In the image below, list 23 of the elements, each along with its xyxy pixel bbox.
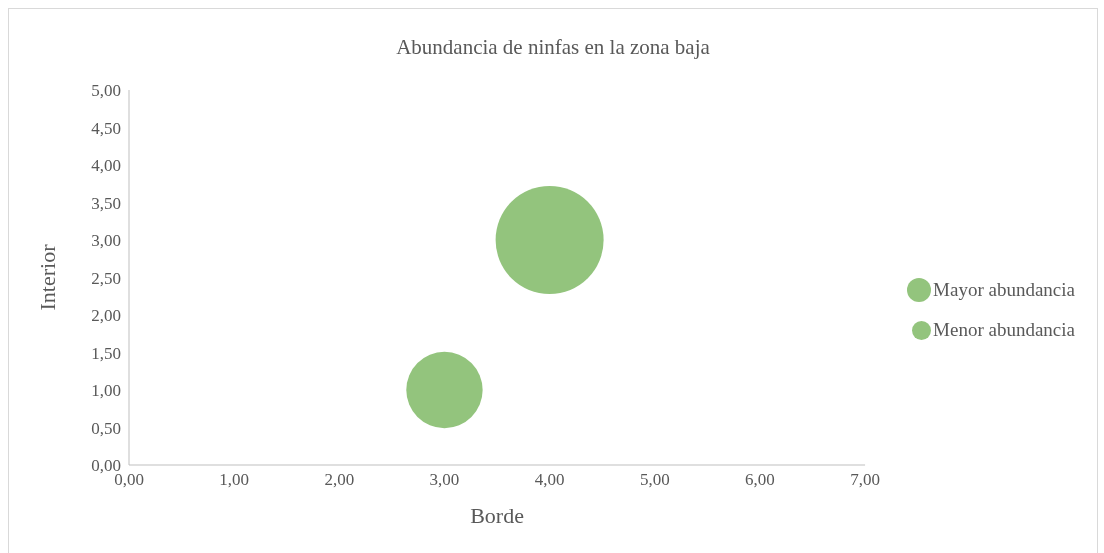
x-tick-label: 1,00 [219, 470, 250, 490]
y-tick-label: 1,50 [91, 343, 121, 363]
legend-label: Menor abundancia [933, 319, 1075, 341]
y-tick-label: 4,50 [91, 118, 121, 138]
x-tick-label: 5,00 [639, 470, 670, 490]
y-tick-label: 4,00 [91, 156, 121, 176]
x-tick-label: 7,00 [850, 470, 880, 490]
x-axis-title: Borde [470, 503, 524, 528]
legend-label: Mayor abundancia [933, 279, 1075, 301]
x-tick-label: 0,00 [114, 470, 144, 490]
y-tick-label: 3,50 [91, 193, 121, 213]
y-tick-label: 3,00 [91, 231, 121, 251]
y-tick-label: 0,50 [91, 418, 121, 438]
y-tick-label: 5,00 [91, 81, 121, 101]
y-tick-label: 2,50 [91, 268, 121, 288]
y-axis-title: Interior [34, 243, 60, 311]
chart-title: Abundancia de ninfas en la zona baja [395, 35, 711, 61]
x-tick-label: 6,00 [745, 470, 775, 490]
x-tick-label: 2,00 [324, 470, 355, 490]
x-tick-label: 3,00 [429, 470, 460, 490]
x-tick-label: 4,00 [534, 470, 565, 490]
y-tick-label: 1,00 [91, 381, 121, 401]
y-tick-label: 2,00 [91, 306, 121, 326]
